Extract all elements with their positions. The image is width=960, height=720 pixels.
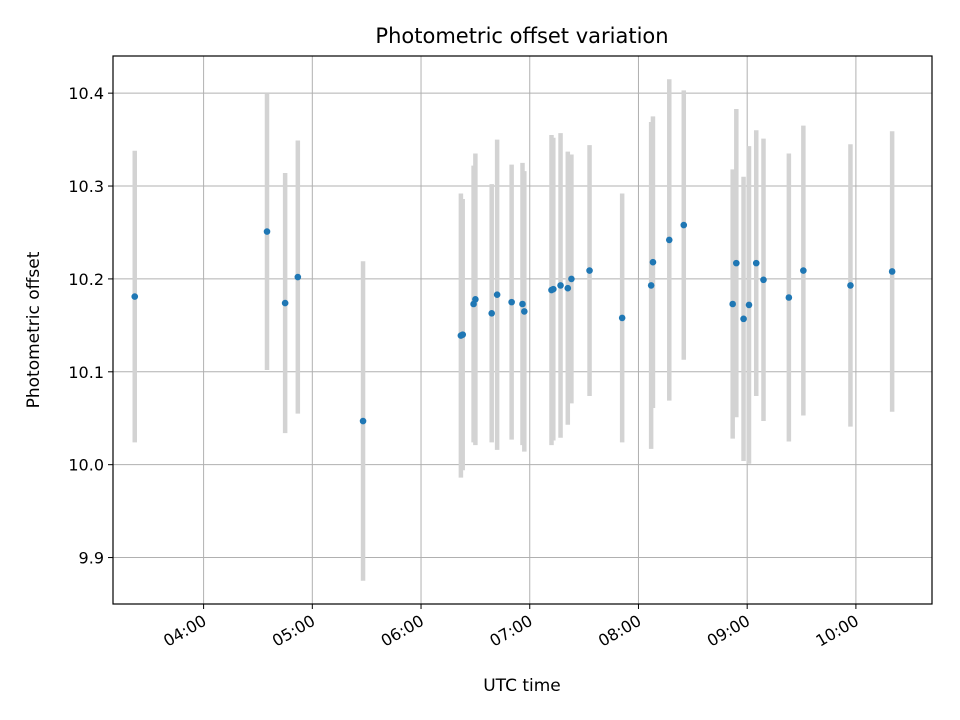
data-point [294, 273, 302, 281]
data-point [488, 309, 495, 317]
data-point [493, 291, 501, 299]
y-tick-label: 10.2 [68, 270, 104, 289]
chart-title: Photometric offset variation [375, 24, 668, 48]
data-point [740, 315, 747, 323]
data-point [618, 314, 626, 322]
data-point [745, 301, 753, 309]
y-tick-label: 10.4 [68, 84, 104, 103]
data-point [586, 267, 593, 274]
data-point [752, 259, 760, 267]
data-point [647, 282, 655, 289]
data-point [459, 331, 467, 338]
data-point [557, 282, 564, 289]
data-point [665, 236, 673, 244]
data-point [521, 308, 528, 315]
data-point [649, 258, 657, 266]
y-tick-label: 10.3 [68, 177, 104, 196]
data-point [729, 300, 736, 308]
data-point [281, 299, 289, 307]
data-point [472, 296, 479, 303]
y-axis-ticks: 9.9 10.0 10.1 10.2 10.3 10.4 [68, 84, 113, 568]
data-point [359, 417, 367, 425]
y-tick-label: 10.0 [68, 456, 104, 475]
plot-frame [112, 55, 933, 605]
data-point [733, 259, 740, 267]
data-point [847, 282, 854, 289]
data-point [564, 284, 572, 292]
data-point [680, 221, 688, 229]
data-point [550, 285, 557, 293]
data-points [131, 221, 896, 425]
y-axis-label: Photometric offset [24, 251, 44, 408]
y-tick-label: 9.9 [79, 549, 104, 568]
data-point [888, 268, 896, 275]
data-point [131, 293, 139, 300]
data-point [800, 267, 807, 274]
data-point [519, 300, 526, 308]
data-point [760, 276, 767, 284]
data-point [508, 298, 515, 306]
data-point [263, 228, 271, 235]
data-point [568, 275, 575, 283]
data-point [785, 294, 793, 301]
y-tick-label: 10.1 [68, 363, 104, 382]
x-axis-label: UTC time [483, 676, 561, 696]
